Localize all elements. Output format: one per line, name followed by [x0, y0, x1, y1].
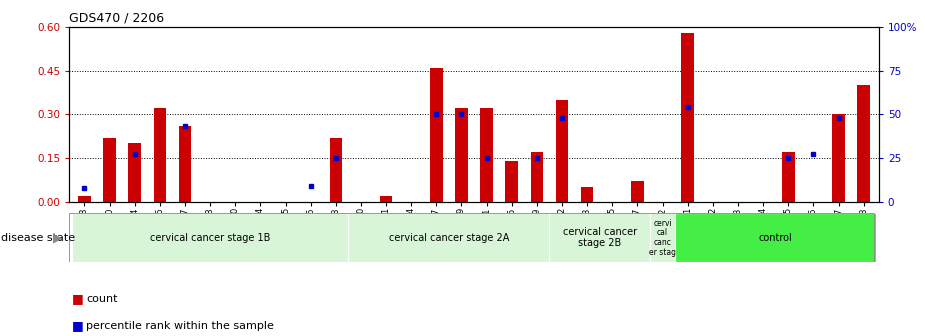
Bar — [349, 213, 549, 262]
Bar — [154, 109, 166, 202]
Bar — [329, 137, 342, 202]
Bar — [129, 143, 141, 202]
Bar — [72, 213, 349, 262]
Bar — [480, 109, 493, 202]
Bar — [455, 109, 468, 202]
Bar — [380, 196, 392, 202]
Text: GDS470 / 2206: GDS470 / 2206 — [69, 11, 165, 24]
Text: disease state: disease state — [1, 233, 75, 243]
Bar — [675, 213, 876, 262]
Text: ■: ■ — [72, 320, 84, 332]
Bar — [104, 137, 116, 202]
Bar — [179, 126, 191, 202]
Bar — [556, 100, 568, 202]
Text: cervical cancer
stage 2B: cervical cancer stage 2B — [562, 227, 636, 248]
Bar — [650, 213, 675, 262]
Bar — [79, 196, 91, 202]
Text: cervical cancer stage 2A: cervical cancer stage 2A — [388, 233, 509, 243]
Bar — [782, 152, 795, 202]
Bar — [631, 181, 644, 202]
Text: cervi
cal
canc
er stag: cervi cal canc er stag — [649, 219, 676, 257]
Text: percentile rank within the sample: percentile rank within the sample — [86, 321, 274, 331]
Bar — [549, 213, 650, 262]
Bar — [430, 68, 443, 202]
Bar — [832, 114, 845, 202]
Bar — [531, 152, 543, 202]
Bar — [581, 187, 594, 202]
Bar — [505, 161, 518, 202]
Text: control: control — [758, 233, 793, 243]
Bar — [857, 85, 869, 202]
Text: cervical cancer stage 1B: cervical cancer stage 1B — [150, 233, 270, 243]
Bar — [682, 33, 694, 202]
Text: ■: ■ — [72, 293, 84, 305]
Text: ▶: ▶ — [54, 231, 63, 244]
Text: count: count — [86, 294, 117, 304]
